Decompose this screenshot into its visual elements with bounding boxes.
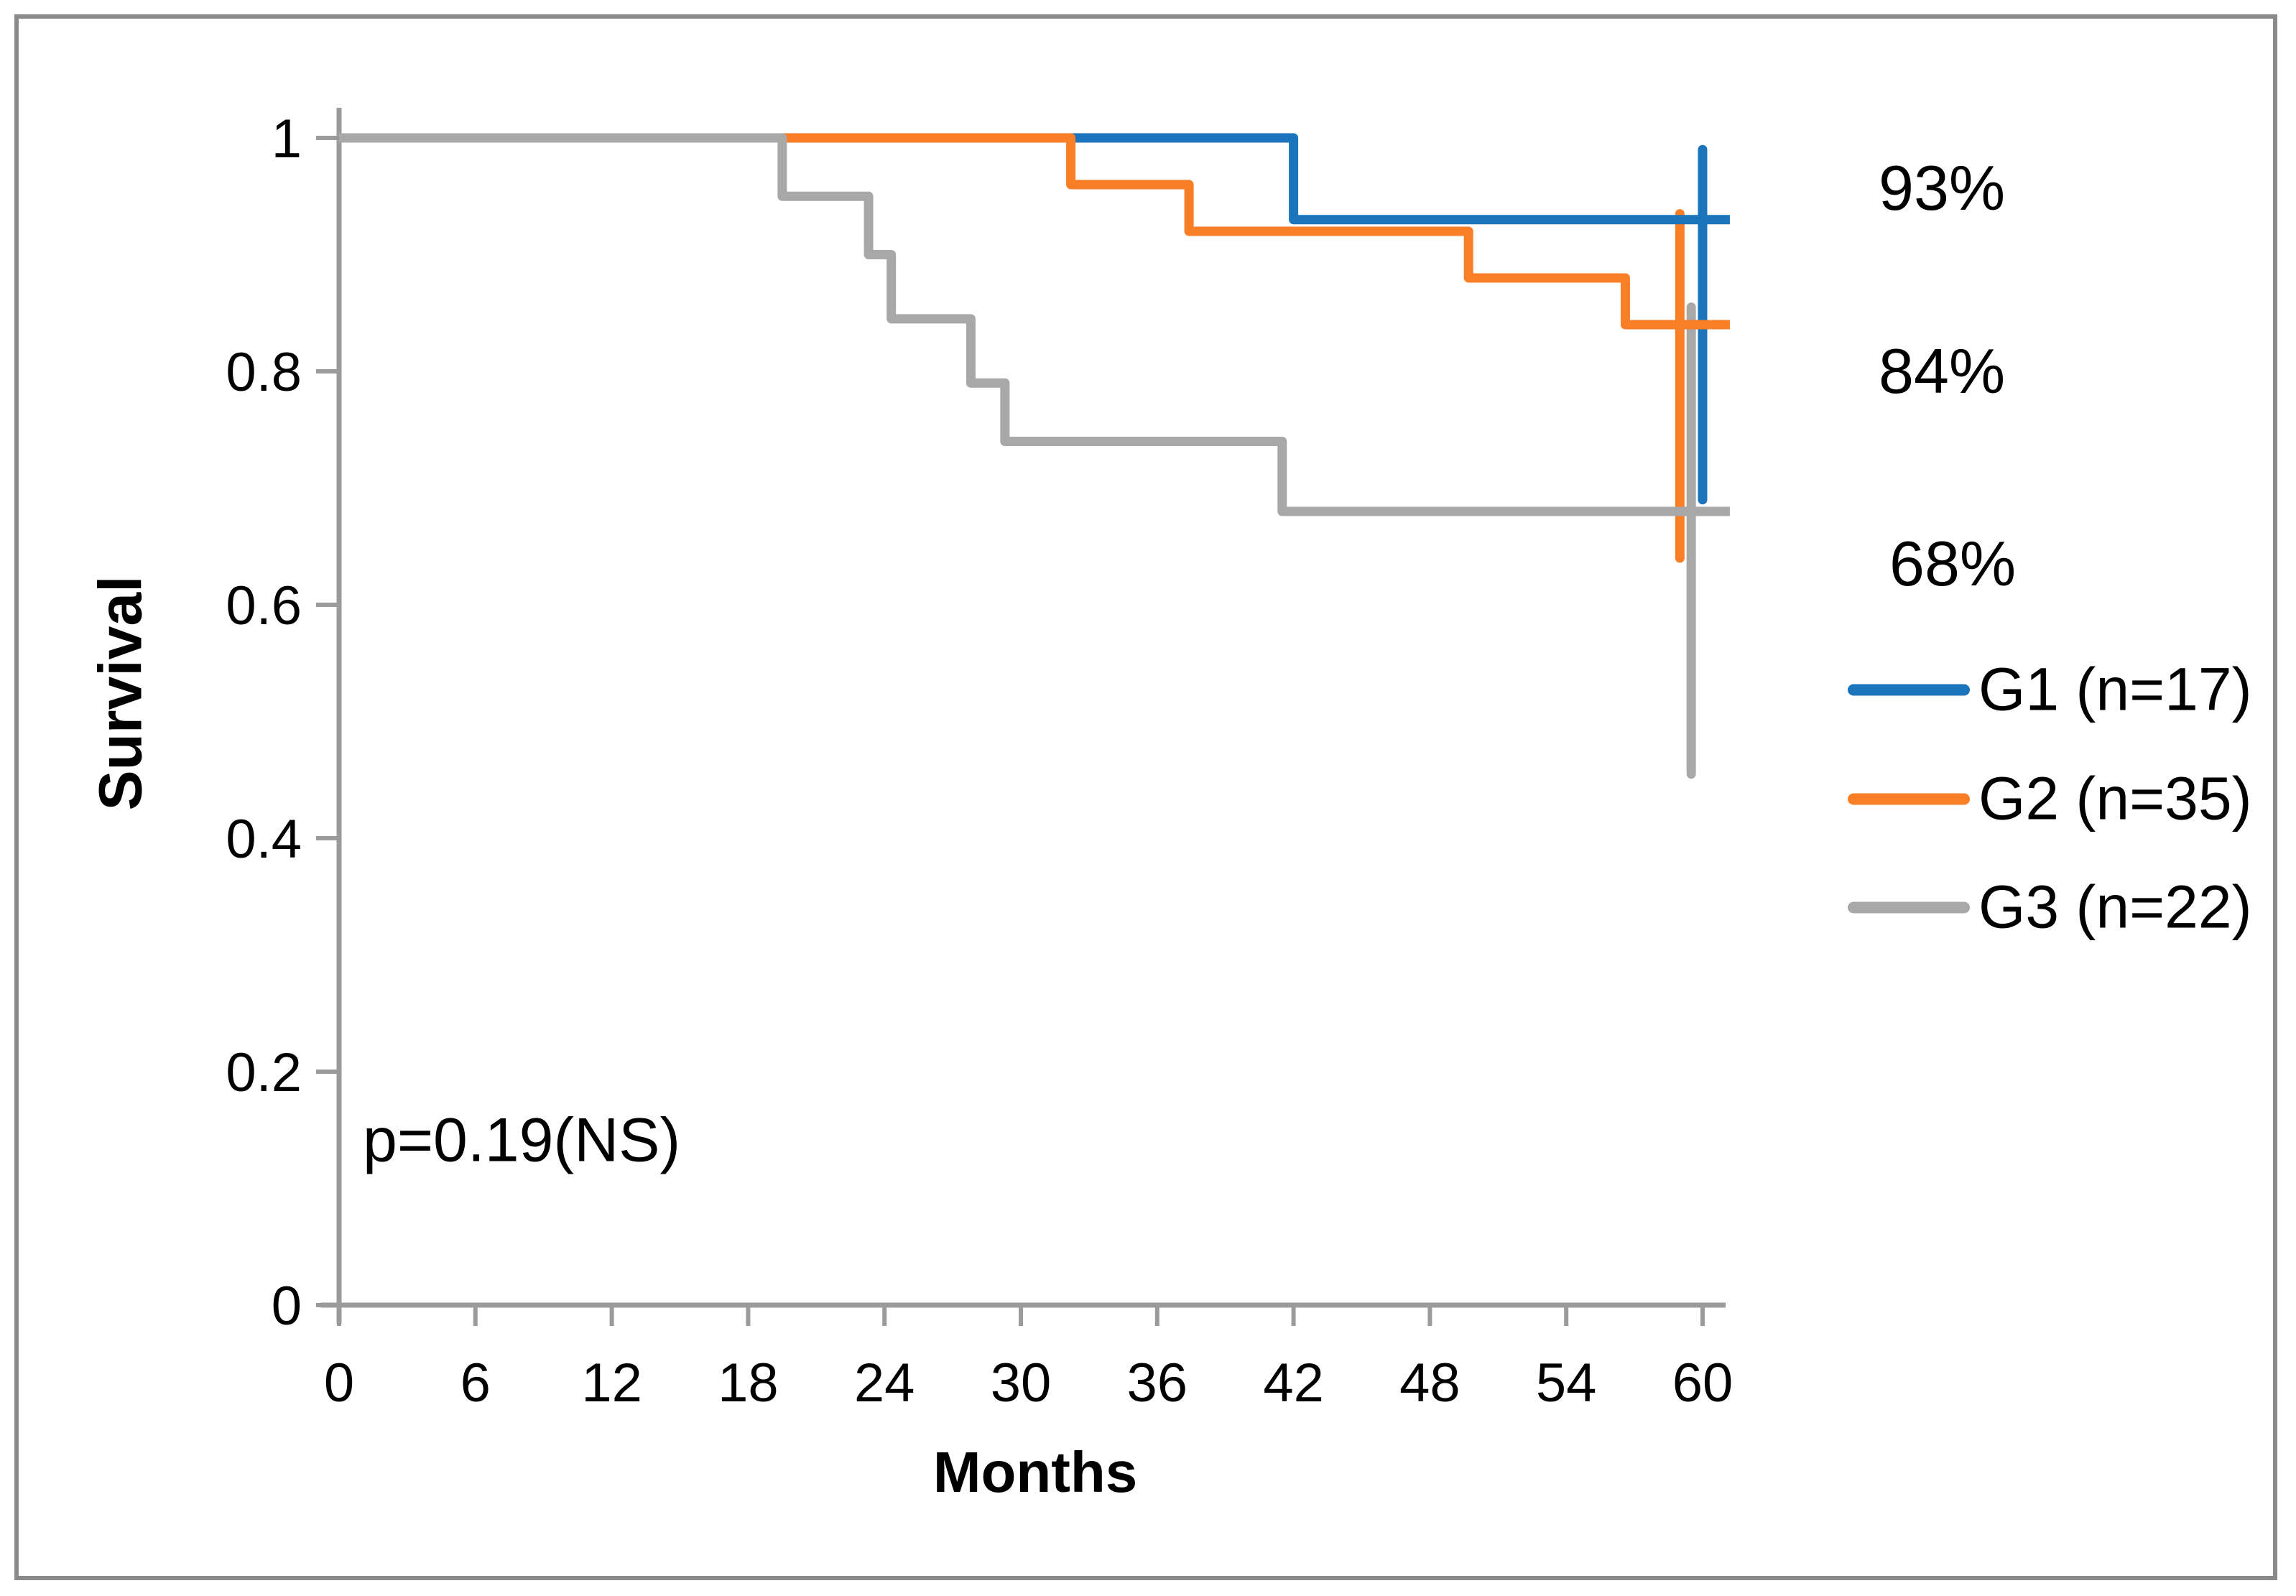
g2-curve	[339, 133, 1730, 330]
legend-item-g2: G2 (n=35)	[1848, 764, 2252, 834]
x-tick-label: 54	[1536, 1353, 1597, 1414]
legend-swatch-g2	[1848, 793, 1970, 804]
x-tick-label: 6	[460, 1353, 491, 1414]
legend-label-g3: G3 (n=22)	[1978, 873, 2252, 941]
p-value-annotation: p=0.19(NS)	[363, 1105, 681, 1175]
legend-label-g2: G2 (n=35)	[1978, 764, 2252, 832]
end-label-g2: 84%	[1879, 335, 2006, 407]
x-tick-label: 0	[324, 1353, 354, 1414]
y-tick-label: 0.2	[226, 1042, 302, 1103]
legend-label-g1: G1 (n=17)	[1978, 655, 2252, 723]
x-tick-label: 36	[1127, 1353, 1188, 1414]
y-tick-label: 0	[272, 1276, 302, 1337]
y-tick-label: 0.6	[226, 575, 302, 636]
x-tick-label: 24	[854, 1353, 915, 1414]
x-tick-label: 42	[1263, 1353, 1324, 1414]
end-label-g1: 93%	[1879, 152, 2006, 223]
legend-item-g1: G1 (n=17)	[1848, 655, 2252, 725]
end-label-g3: 68%	[1889, 528, 2017, 599]
legend-swatch-g3	[1848, 901, 1970, 913]
y-axis-title: Survival	[86, 575, 154, 811]
legend-item-g3: G3 (n=22)	[1848, 873, 2252, 942]
y-tick-label: 0.8	[226, 342, 302, 403]
y-tick-label: 1	[272, 108, 302, 170]
y-tick-label: 0.4	[226, 809, 302, 870]
x-tick-label: 12	[581, 1353, 642, 1414]
x-axis-title: Months	[932, 1440, 1138, 1504]
x-tick-label: 60	[1672, 1353, 1733, 1414]
figure-border	[14, 14, 2277, 1580]
g1-curve	[339, 133, 1730, 225]
g3-curve	[339, 133, 1730, 516]
x-tick-label: 30	[991, 1353, 1052, 1414]
x-tick-label: 48	[1399, 1353, 1461, 1414]
legend-swatch-g1	[1848, 684, 1970, 695]
x-tick-label: 18	[718, 1353, 779, 1414]
